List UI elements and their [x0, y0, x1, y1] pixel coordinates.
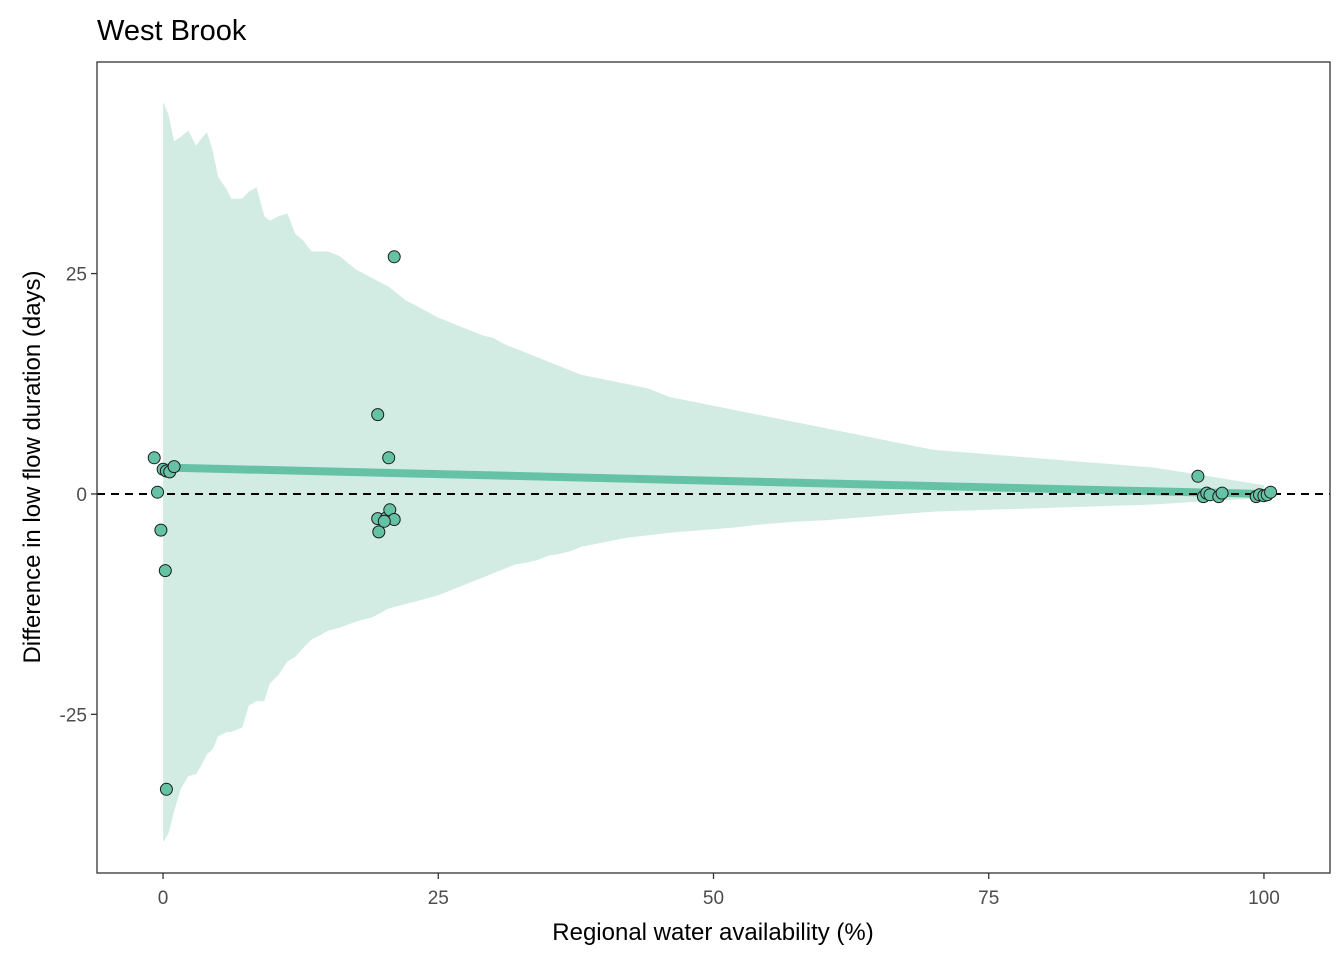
x-tick-label: 0 — [158, 888, 169, 909]
x-tick-label: 25 — [428, 888, 449, 909]
data-point — [1191, 469, 1205, 483]
confidence-ribbon — [163, 101, 1264, 843]
y-tick-label: 25 — [66, 265, 87, 286]
data-point — [158, 564, 172, 578]
x-axis: 0 25 50 75 100 — [158, 873, 1280, 909]
data-point — [159, 782, 173, 796]
y-tick-label: 0 — [76, 485, 87, 506]
plot-area — [96, 61, 1331, 874]
data-point — [382, 451, 396, 465]
data-point — [151, 485, 164, 499]
data-point — [147, 451, 161, 465]
data-point — [387, 250, 401, 264]
data-point — [377, 514, 391, 528]
data-point — [154, 523, 168, 537]
x-tick-label: 100 — [1248, 888, 1280, 909]
fit-line — [162, 463, 1265, 498]
data-point — [167, 460, 181, 474]
data-point — [372, 525, 386, 539]
x-axis-title: Regional water availability (%) — [552, 919, 873, 946]
data-point — [1215, 486, 1229, 500]
data-point — [371, 408, 385, 422]
data-point — [1264, 485, 1278, 499]
y-axis-title: Difference in low flow duration (days) — [19, 270, 46, 663]
x-tick-label: 75 — [978, 888, 999, 909]
chart-title: West Brook — [97, 15, 247, 47]
y-tick-label: -25 — [60, 705, 87, 726]
y-axis: -25 0 25 — [60, 265, 97, 726]
x-tick-label: 50 — [703, 888, 724, 909]
